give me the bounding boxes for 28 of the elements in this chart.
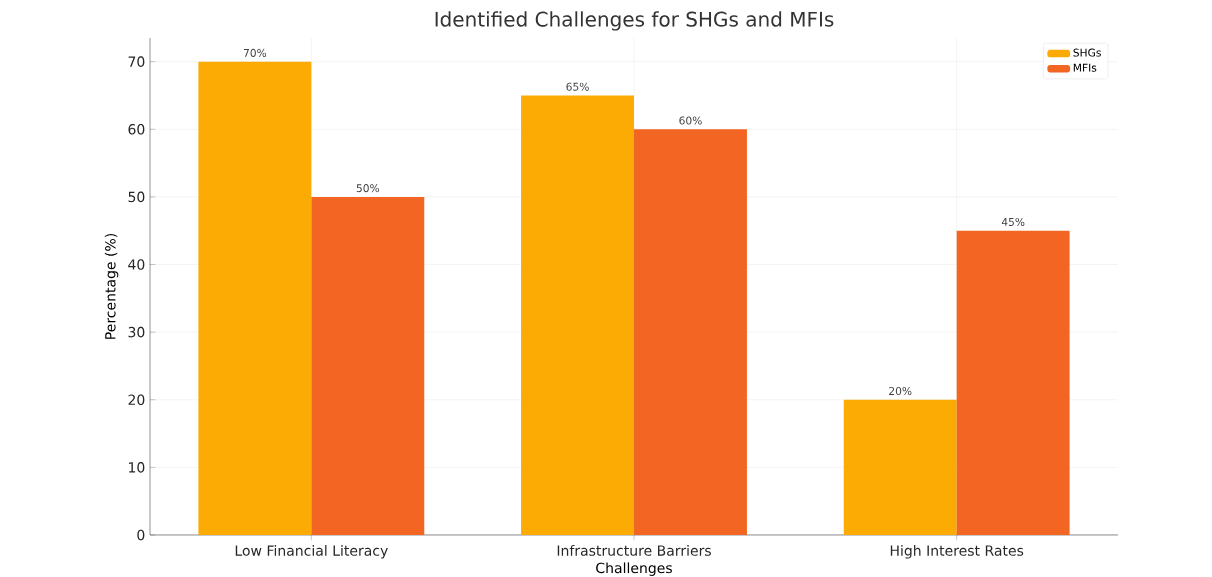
y-tick-label: 50 bbox=[128, 191, 145, 203]
y-tick-label: 30 bbox=[128, 326, 145, 338]
data-label: 20% bbox=[889, 386, 912, 396]
x-tick-label: Low Financial Literacy bbox=[235, 545, 388, 559]
y-tick-label: 60 bbox=[128, 123, 145, 135]
legend-label: MFIs bbox=[1073, 63, 1097, 72]
y-tick-label: 40 bbox=[128, 259, 145, 270]
bar bbox=[843, 399, 957, 535]
x-tick-label: High Interest Rates bbox=[890, 545, 1024, 559]
bar bbox=[521, 95, 635, 535]
y-tick-label: 20 bbox=[128, 394, 145, 406]
x-axis-title: Challenges bbox=[596, 562, 672, 576]
chart-title: Identified Challenges for SHGs and MFIs bbox=[435, 11, 834, 31]
y-tick-label: 10 bbox=[129, 462, 145, 473]
y-axis-title: Percentage (%) bbox=[104, 233, 119, 339]
data-label: 70% bbox=[243, 48, 267, 57]
data-label: 65% bbox=[566, 82, 589, 91]
y-tick-label: 70 bbox=[128, 56, 145, 67]
y-tick-label: 0 bbox=[137, 529, 145, 541]
data-label: 45% bbox=[1001, 217, 1025, 226]
bar bbox=[198, 61, 312, 535]
data-label: 60% bbox=[679, 116, 702, 125]
x-tick-label: Infrastructure Barriers bbox=[557, 545, 711, 556]
bar bbox=[311, 196, 425, 535]
bar bbox=[634, 129, 747, 535]
bar bbox=[956, 230, 1070, 535]
data-label: 50% bbox=[356, 184, 380, 193]
legend-label: SHGs bbox=[1073, 48, 1101, 57]
